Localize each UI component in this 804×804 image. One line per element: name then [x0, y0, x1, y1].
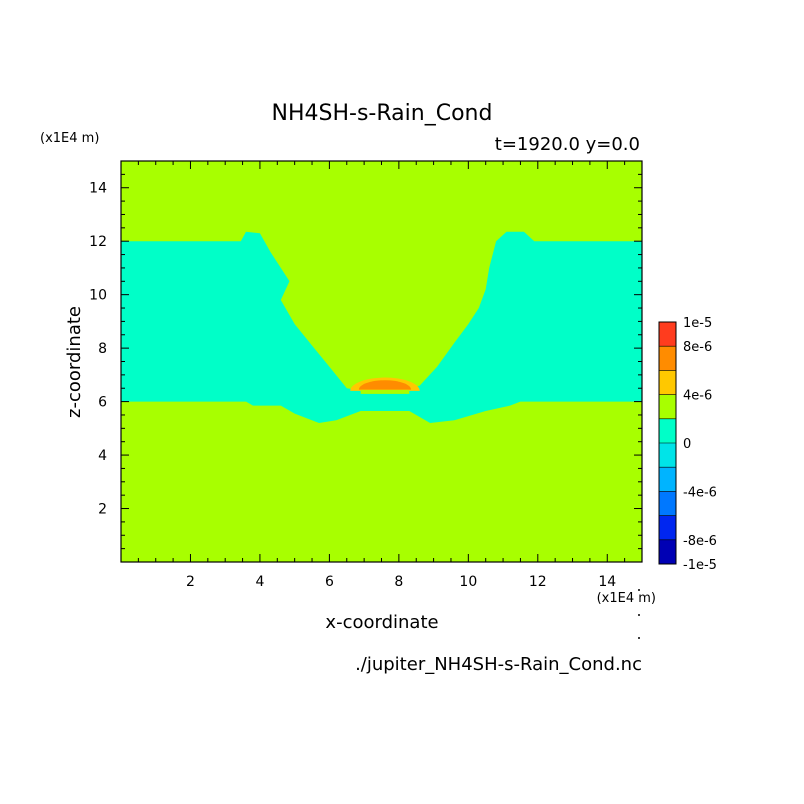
colorbar-swatch — [659, 370, 676, 395]
marker-dot — [638, 589, 640, 591]
y-tick-label: 2 — [98, 502, 107, 518]
y-tick-label: 12 — [89, 234, 107, 250]
rain-cap-inner-region — [358, 380, 412, 390]
plot-frame — [120, 160, 643, 563]
y-tick-label: 14 — [89, 181, 107, 197]
colorbar-frame — [658, 321, 677, 565]
colorbar-swatch — [659, 322, 676, 347]
y-tick-label: 4 — [98, 448, 107, 464]
chart-title: NH4SH-s-Rain_Cond — [272, 101, 493, 126]
y-tick-label: 8 — [98, 341, 107, 357]
y-tick-label: 10 — [89, 288, 107, 304]
x-tick-label: 2 — [186, 574, 195, 590]
marker-dot — [638, 637, 640, 639]
x-axis-label: x-coordinate — [325, 612, 438, 633]
x-tick-label: 10 — [459, 574, 477, 590]
plot-area — [121, 161, 642, 562]
y-tick-label: 6 — [98, 395, 107, 411]
colorbar-label: -1e-5 — [683, 558, 717, 573]
cyan-band-region — [121, 231, 642, 423]
marker-dot — [638, 614, 640, 616]
colorbar-swatch — [659, 346, 676, 371]
cap-base-strip — [360, 389, 410, 394]
axis-ticks: 2 4 6 8 10 12 14 2 4 6 8 10 12 14 — [89, 161, 642, 590]
x-tick-label: 4 — [255, 574, 264, 590]
colorbar-swatch — [659, 394, 676, 419]
colorbar-label: 0 — [683, 437, 691, 452]
colorbar-label: 1e-5 — [683, 316, 712, 331]
colorbar-label: 8e-6 — [683, 340, 712, 355]
colorbar-label: -8e-6 — [683, 534, 717, 549]
x-tick-label: 8 — [394, 574, 403, 590]
colorbar-swatch — [659, 418, 676, 443]
colorbar-swatch — [659, 443, 676, 468]
x-tick-label: 12 — [529, 574, 547, 590]
y-unit-label: (x1E4 m) — [40, 131, 99, 146]
chart-subtitle: t=1920.0 y=0.0 — [495, 134, 640, 155]
colorbar-swatch — [659, 467, 676, 492]
colorbar: 1e-5 8e-6 4e-6 0 -4e-6 -8e-6 -1e-5 — [658, 316, 717, 573]
y-axis-label: z-coordinate — [64, 306, 85, 418]
x-tick-label: 6 — [325, 574, 334, 590]
colorbar-label: 4e-6 — [683, 389, 712, 404]
colorbar-label: -4e-6 — [683, 485, 717, 500]
colorbar-swatch — [659, 491, 676, 516]
colorbar-swatch — [659, 515, 676, 540]
colorbar-swatch — [659, 539, 676, 564]
x-unit-label: (x1E4 m) — [597, 591, 656, 606]
source-filename: ./jupiter_NH4SH-s-Rain_Cond.nc — [355, 654, 642, 675]
x-tick-label: 14 — [598, 574, 616, 590]
